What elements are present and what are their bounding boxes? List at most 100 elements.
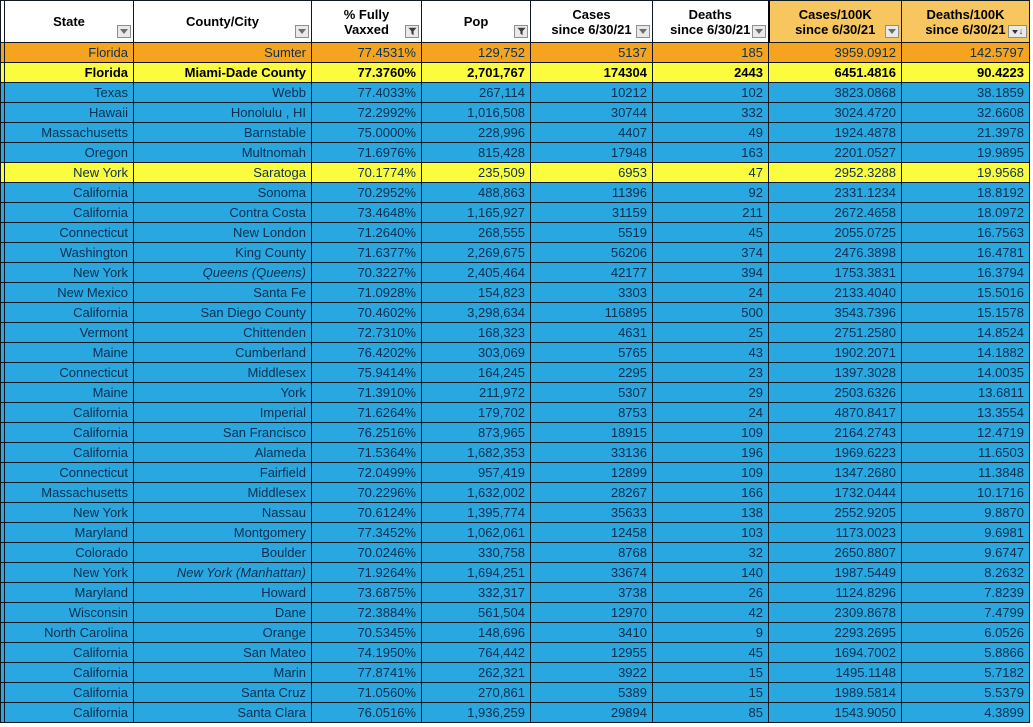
cell-county[interactable]: Sonoma [133, 182, 312, 203]
filter-applied-icon[interactable] [405, 25, 419, 38]
cell-deaths[interactable]: 26 [652, 582, 769, 603]
cell-cases[interactable]: 5137 [530, 42, 653, 63]
cell-cases100k[interactable]: 1543.9050 [768, 702, 902, 723]
cell-county[interactable]: Santa Clara [133, 702, 312, 723]
cell-cases100k[interactable]: 6451.4816 [768, 62, 902, 83]
cell-pop[interactable]: 873,965 [421, 422, 531, 443]
cell-state[interactable]: Vermont [4, 322, 134, 343]
cell-deaths[interactable]: 23 [652, 362, 769, 383]
cell-deaths[interactable]: 85 [652, 702, 769, 723]
cell-pop[interactable]: 1,395,774 [421, 502, 531, 523]
cell-pop[interactable]: 2,269,675 [421, 242, 531, 263]
cell-pop[interactable]: 262,321 [421, 662, 531, 683]
cell-cases[interactable]: 56206 [530, 242, 653, 263]
cell-state[interactable]: California [4, 642, 134, 663]
cell-cases100k[interactable]: 2751.2580 [768, 322, 902, 343]
cell-cases[interactable]: 5389 [530, 682, 653, 703]
cell-county[interactable]: New London [133, 222, 312, 243]
sort-descending-filter-icon[interactable]: ↓ [1008, 25, 1027, 38]
cell-cases100k[interactable]: 2503.6326 [768, 382, 902, 403]
filter-dropdown-icon[interactable] [636, 25, 650, 38]
cell-deaths100k[interactable]: 9.6981 [901, 522, 1030, 543]
cell-deaths[interactable]: 109 [652, 462, 769, 483]
cell-deaths100k[interactable]: 4.3899 [901, 702, 1030, 723]
cell-deaths100k[interactable]: 5.8866 [901, 642, 1030, 663]
cell-county[interactable]: San Francisco [133, 422, 312, 443]
cell-cases100k[interactable]: 3823.0868 [768, 82, 902, 103]
cell-deaths[interactable]: 9 [652, 622, 769, 643]
cell-pop[interactable]: 1,682,353 [421, 442, 531, 463]
cell-deaths[interactable]: 43 [652, 342, 769, 363]
cell-deaths100k[interactable]: 5.7182 [901, 662, 1030, 683]
cell-vaxxed[interactable]: 72.2992% [311, 102, 422, 123]
cell-state[interactable]: Massachusetts [4, 122, 134, 143]
cell-deaths100k[interactable]: 14.0035 [901, 362, 1030, 383]
filter-applied-icon[interactable] [514, 25, 528, 38]
cell-cases[interactable]: 6953 [530, 162, 653, 183]
cell-county[interactable]: Contra Costa [133, 202, 312, 223]
cell-cases100k[interactable]: 1124.8296 [768, 582, 902, 603]
cell-cases[interactable]: 4631 [530, 322, 653, 343]
cell-cases100k[interactable]: 1989.5814 [768, 682, 902, 703]
cell-cases[interactable]: 12458 [530, 522, 653, 543]
cell-deaths[interactable]: 25 [652, 322, 769, 343]
cell-county[interactable]: Orange [133, 622, 312, 643]
cell-county[interactable]: Middlesex [133, 482, 312, 503]
cell-vaxxed[interactable]: 77.3760% [311, 62, 422, 83]
cell-vaxxed[interactable]: 70.2952% [311, 182, 422, 203]
cell-cases100k[interactable]: 2552.9205 [768, 502, 902, 523]
cell-vaxxed[interactable]: 70.1774% [311, 162, 422, 183]
cell-county[interactable]: Honolulu , HI [133, 102, 312, 123]
cell-state[interactable]: California [4, 662, 134, 683]
cell-deaths100k[interactable]: 19.9568 [901, 162, 1030, 183]
cell-cases100k[interactable]: 2293.2695 [768, 622, 902, 643]
cell-cases[interactable]: 42177 [530, 262, 653, 283]
cell-vaxxed[interactable]: 71.0560% [311, 682, 422, 703]
cell-cases[interactable]: 31159 [530, 202, 653, 223]
cell-cases100k[interactable]: 1902.2071 [768, 342, 902, 363]
cell-cases[interactable]: 33136 [530, 442, 653, 463]
cell-deaths100k[interactable]: 9.6747 [901, 542, 1030, 563]
cell-deaths100k[interactable]: 7.4799 [901, 602, 1030, 623]
cell-vaxxed[interactable]: 71.3910% [311, 382, 422, 403]
cell-vaxxed[interactable]: 74.1950% [311, 642, 422, 663]
cell-pop[interactable]: 129,752 [421, 42, 531, 63]
cell-pop[interactable]: 270,861 [421, 682, 531, 703]
cell-vaxxed[interactable]: 73.4648% [311, 202, 422, 223]
cell-deaths[interactable]: 92 [652, 182, 769, 203]
cell-pop[interactable]: 1,165,927 [421, 202, 531, 223]
cell-vaxxed[interactable]: 76.4202% [311, 342, 422, 363]
cell-vaxxed[interactable]: 71.2640% [311, 222, 422, 243]
cell-state[interactable]: Wisconsin [4, 602, 134, 623]
cell-county[interactable]: Middlesex [133, 362, 312, 383]
cell-vaxxed[interactable]: 75.0000% [311, 122, 422, 143]
cell-pop[interactable]: 148,696 [421, 622, 531, 643]
cell-cases100k[interactable]: 3543.7396 [768, 302, 902, 323]
cell-county[interactable]: Alameda [133, 442, 312, 463]
cell-deaths100k[interactable]: 21.3978 [901, 122, 1030, 143]
cell-cases100k[interactable]: 1924.4878 [768, 122, 902, 143]
cell-cases[interactable]: 28267 [530, 482, 653, 503]
cell-deaths[interactable]: 138 [652, 502, 769, 523]
cell-state[interactable]: Washington [4, 242, 134, 263]
cell-vaxxed[interactable]: 77.8741% [311, 662, 422, 683]
cell-deaths[interactable]: 42 [652, 602, 769, 623]
cell-county[interactable]: Howard [133, 582, 312, 603]
cell-pop[interactable]: 168,323 [421, 322, 531, 343]
cell-cases[interactable]: 174304 [530, 62, 653, 83]
cell-county[interactable]: Dane [133, 602, 312, 623]
cell-cases[interactable]: 17948 [530, 142, 653, 163]
cell-deaths100k[interactable]: 9.8870 [901, 502, 1030, 523]
cell-cases100k[interactable]: 1495.1148 [768, 662, 902, 683]
cell-state[interactable]: New Mexico [4, 282, 134, 303]
cell-pop[interactable]: 164,245 [421, 362, 531, 383]
cell-deaths[interactable]: 103 [652, 522, 769, 543]
cell-vaxxed[interactable]: 76.2516% [311, 422, 422, 443]
cell-vaxxed[interactable]: 71.0928% [311, 282, 422, 303]
cell-cases[interactable]: 33674 [530, 562, 653, 583]
cell-deaths100k[interactable]: 90.4223 [901, 62, 1030, 83]
cell-state[interactable]: California [4, 442, 134, 463]
cell-state[interactable]: California [4, 302, 134, 323]
cell-cases[interactable]: 8768 [530, 542, 653, 563]
cell-deaths100k[interactable]: 11.3848 [901, 462, 1030, 483]
